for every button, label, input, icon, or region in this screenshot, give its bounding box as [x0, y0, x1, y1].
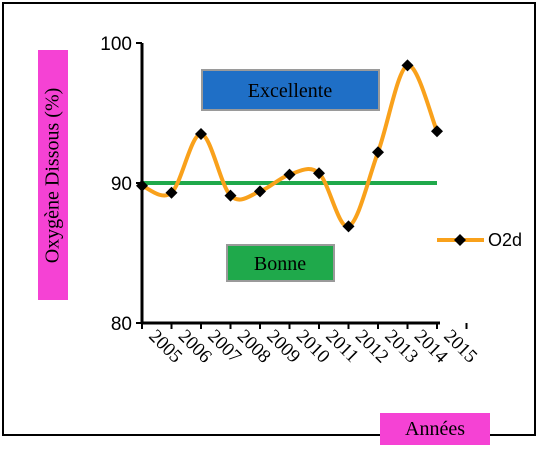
data-point-2014 [401, 59, 414, 72]
excellent-zone-label: Excellente [248, 80, 333, 102]
x-tick-label-2009: 2009 [262, 326, 304, 368]
data-point-2008 [224, 189, 237, 202]
y-tick-label-100: 100 [100, 34, 132, 55]
data-point-2009 [254, 185, 266, 198]
legend-label: O2d [488, 230, 522, 250]
good-zone-label: Bonne [254, 253, 306, 275]
excellent-zone-box [201, 69, 380, 111]
x-tick-label-2008: 2008 [233, 326, 275, 368]
good-zone-box [226, 244, 335, 282]
data-point-2006 [165, 186, 178, 199]
data-point-2015 [431, 125, 443, 138]
series-line-o2d [141, 63, 439, 229]
chart-frame [2, 2, 536, 436]
x-tick-label-2005: 2005 [144, 326, 186, 368]
x-tick-label-2012: 2012 [351, 326, 393, 368]
y-axis-title: Oxygène Dissous (%) [41, 87, 64, 263]
x-tick-label-2010: 2010 [292, 326, 334, 368]
legend-marker [454, 234, 466, 246]
y-tick-label-90: 90 [111, 174, 132, 195]
data-point-2013 [372, 146, 384, 159]
x-tick-label-2011: 2011 [321, 326, 362, 367]
data-point-2007 [195, 128, 207, 140]
data-point-2005 [136, 179, 148, 192]
x-tick-label-2006: 2006 [174, 326, 216, 368]
data-point-2012 [342, 220, 355, 233]
x-tick-label-2007: 2007 [203, 326, 245, 368]
data-point-2010 [283, 168, 296, 181]
x-tick-label-2015: 2015 [439, 326, 481, 368]
data-point-2011 [313, 167, 325, 180]
x-axis-title: Années [380, 413, 490, 445]
x-tick-label-2013: 2013 [380, 326, 422, 368]
y-axis-title-box: Oxygène Dissous (%) [38, 50, 68, 300]
y-tick-label-80: 80 [111, 314, 132, 335]
